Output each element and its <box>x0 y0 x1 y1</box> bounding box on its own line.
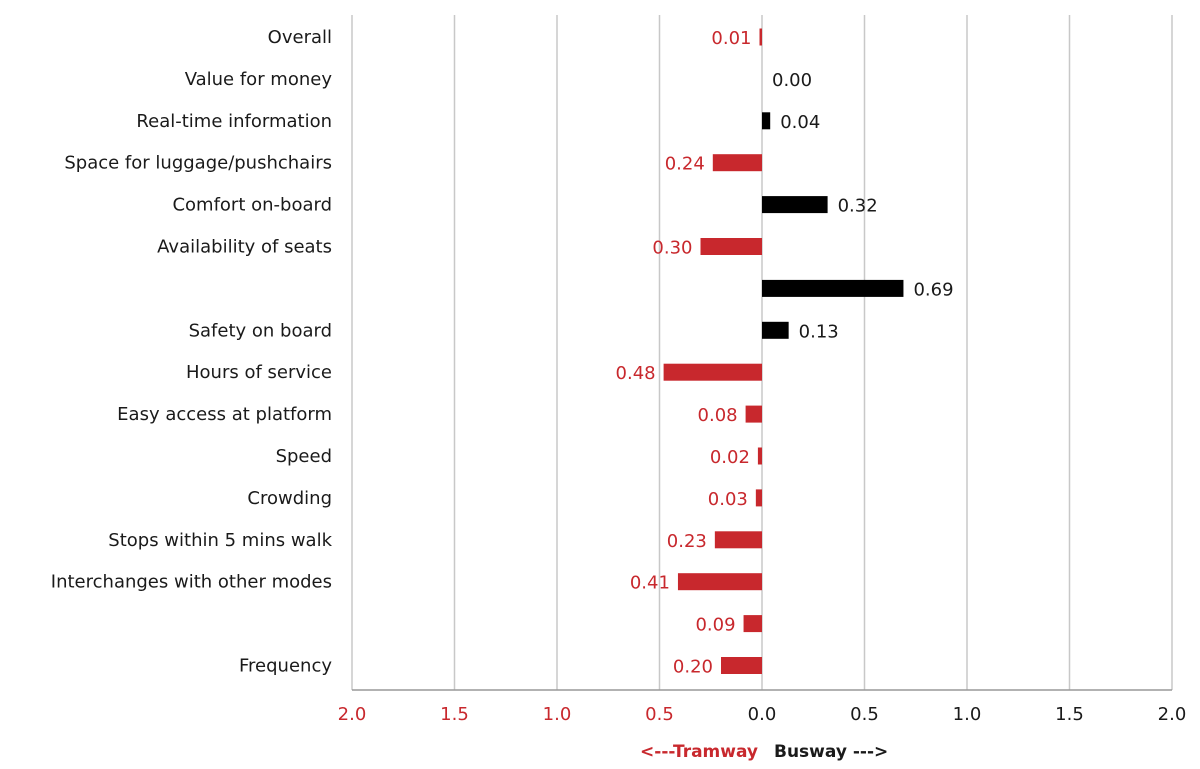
bar <box>743 615 762 633</box>
label-layer: Overall 0.01 Value for money 0.00 Real-time … <box>51 27 954 678</box>
bar <box>762 196 828 214</box>
bar <box>721 657 762 674</box>
value-label: 0.08 <box>698 405 738 426</box>
bar-layer <box>663 28 904 674</box>
busway-direction-label: Busway ---> <box>774 742 888 762</box>
x-tick-label: 1.0 <box>953 704 982 725</box>
value-label: 0.00 <box>772 70 812 91</box>
tramway-direction-label: <---Tramway <box>640 742 758 762</box>
x-tick-label: 0.5 <box>645 704 674 725</box>
x-tick-label: 0.0 <box>748 704 777 725</box>
bar <box>677 573 762 591</box>
x-tick-label: 2.0 <box>338 704 367 725</box>
value-label: 0.02 <box>710 447 750 468</box>
axis-layer: 2.0 1.5 1.0 0.5 0.0 0.5 1.0 1.5 2.0 <---Tramway Bu… <box>338 689 1187 762</box>
bar <box>714 531 762 549</box>
category-label: Space for luggage/pushchairs <box>64 153 332 174</box>
bar <box>762 112 771 130</box>
value-label: 0.69 <box>913 279 953 300</box>
value-label: 0.48 <box>616 363 656 384</box>
value-label: 0.41 <box>630 573 670 594</box>
value-label: 0.04 <box>780 112 820 133</box>
category-label: Overall <box>268 27 332 48</box>
category-label: Availability of seats <box>157 237 332 258</box>
value-label: 0.01 <box>711 28 751 49</box>
category-label: Frequency <box>239 656 332 677</box>
value-label: 0.03 <box>708 489 748 510</box>
x-tick-label: 2.0 <box>1158 704 1187 725</box>
bar <box>755 489 762 507</box>
category-label: Real-time information <box>136 111 332 132</box>
category-label: Safety on board <box>189 320 332 341</box>
value-label: 0.20 <box>673 657 713 678</box>
bar <box>700 238 762 255</box>
bar <box>759 28 762 46</box>
value-label: 0.09 <box>695 615 735 636</box>
value-label: 0.13 <box>799 321 839 342</box>
bar <box>762 321 789 339</box>
category-label: Value for money <box>185 69 333 90</box>
x-tick-label: 0.5 <box>850 704 879 725</box>
category-label: Easy access at platform <box>117 404 332 425</box>
value-label: 0.23 <box>667 531 707 552</box>
value-label: 0.32 <box>838 196 878 217</box>
category-label: Hours of service <box>186 362 332 383</box>
bar <box>663 363 762 381</box>
value-label: 0.24 <box>665 154 705 175</box>
bar <box>762 279 904 297</box>
x-tick-label: 1.5 <box>440 704 469 725</box>
bar <box>757 447 762 465</box>
category-label: Crowding <box>247 488 332 509</box>
category-label: Speed <box>276 446 332 467</box>
category-label: Comfort on-board <box>172 195 332 216</box>
x-tick-label: 1.5 <box>1055 704 1084 725</box>
bar <box>745 405 762 423</box>
bar <box>712 154 762 172</box>
value-label: 0.30 <box>652 238 692 259</box>
category-label: Interchanges with other modes <box>51 572 332 593</box>
category-label: Stops within 5 mins walk <box>108 530 332 551</box>
x-tick-label: 1.0 <box>543 704 572 725</box>
